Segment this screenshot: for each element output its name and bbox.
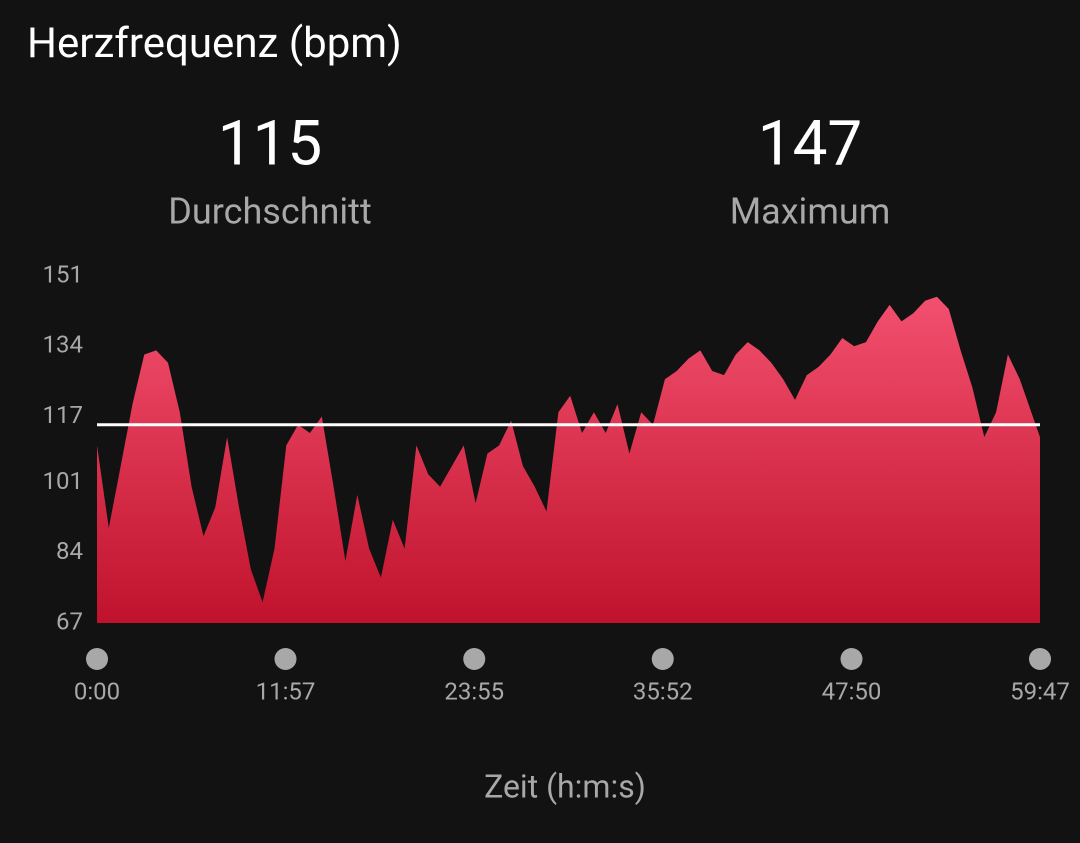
- x-tick-label: 11:57: [256, 677, 316, 705]
- y-tick-label: 101: [43, 467, 83, 495]
- x-tick-dot: [840, 648, 863, 670]
- y-tick-label: 117: [43, 401, 83, 429]
- y-tick-label: 84: [56, 537, 83, 565]
- stat-label: Durchschnitt: [168, 191, 371, 233]
- x-tick-label: 35:52: [633, 677, 693, 705]
- x-tick-dot: [463, 648, 486, 670]
- y-tick-label: 151: [43, 260, 83, 288]
- x-axis-label: Zeit (h:m:s): [484, 767, 646, 805]
- x-tick-dot: [1029, 648, 1051, 670]
- x-tick-dot: [651, 648, 674, 670]
- x-tick-dot: [86, 648, 108, 670]
- x-tick-dot: [274, 648, 297, 670]
- x-tick-label: 47:50: [822, 677, 882, 705]
- y-tick-label: 134: [43, 331, 83, 359]
- x-tick-label: 0:00: [74, 677, 120, 705]
- stat-label: Maximum: [730, 191, 891, 233]
- y-tick-label: 67: [56, 607, 83, 635]
- chart-title: Herzfrequenz (bpm): [27, 19, 402, 68]
- stat-value: 115: [218, 107, 323, 180]
- stat-value: 147: [758, 107, 863, 180]
- x-tick-label: 59:47: [1010, 677, 1070, 705]
- x-tick-label: 23:55: [444, 677, 504, 705]
- heart-rate-area: [97, 296, 1040, 623]
